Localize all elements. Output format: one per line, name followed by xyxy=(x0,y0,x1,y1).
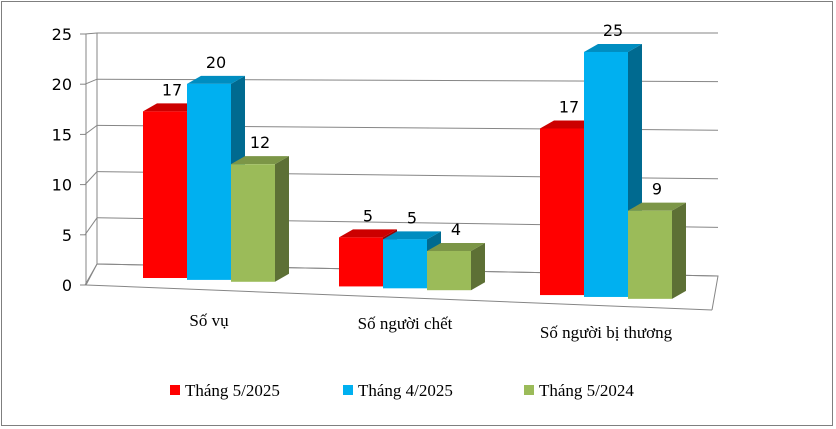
legend-swatch xyxy=(170,385,180,395)
bar-front xyxy=(231,164,275,282)
bar-front xyxy=(339,237,383,287)
data-label: 5 xyxy=(363,206,373,225)
data-label: 4 xyxy=(451,220,461,239)
gridline-side xyxy=(84,32,98,35)
bar-top xyxy=(231,156,289,165)
legend-item: Tháng 4/2025 xyxy=(343,381,453,400)
legend-swatch xyxy=(524,385,534,395)
bar-top xyxy=(339,229,397,238)
legend-label: Tháng 5/2025 xyxy=(185,381,280,400)
gridline-side xyxy=(84,78,98,85)
bars xyxy=(143,43,686,299)
bar-top xyxy=(143,103,201,112)
bar-front xyxy=(628,210,672,299)
data-labels: 17 20 12 5 5 4 17 25 9 xyxy=(162,21,662,239)
category-label: Số người bị thương xyxy=(540,323,673,342)
data-label: 25 xyxy=(603,21,623,40)
data-label: 17 xyxy=(559,97,579,116)
data-label: 17 xyxy=(162,80,182,99)
bar-top xyxy=(383,231,441,240)
legend-item: Tháng 5/2025 xyxy=(170,381,280,400)
bar-side xyxy=(275,156,289,282)
bar-front xyxy=(540,128,584,296)
bar-front xyxy=(187,83,231,280)
category-label: Số vụ xyxy=(189,311,229,330)
data-label: 20 xyxy=(206,53,226,72)
bar xyxy=(628,202,686,299)
data-label: 9 xyxy=(652,180,662,199)
gridline-side xyxy=(84,125,98,135)
bar-front xyxy=(584,51,628,297)
data-label: 5 xyxy=(407,208,417,227)
gridline-side xyxy=(84,217,98,236)
category-label: Số người chết xyxy=(358,314,453,333)
category-labels: Số vụ Số người chết Số người bị thương xyxy=(189,311,672,342)
legend-label: Tháng 5/2024 xyxy=(539,381,634,400)
data-label: 12 xyxy=(250,133,270,152)
bar-top xyxy=(584,43,642,52)
y-tick-label: 0 xyxy=(62,276,72,295)
y-tick-label: 10 xyxy=(52,176,72,195)
gridline-side xyxy=(84,171,98,185)
bar-front xyxy=(427,251,471,291)
y-tick-label: 15 xyxy=(52,125,72,144)
bar-top xyxy=(628,202,686,211)
bar xyxy=(231,156,289,282)
bar-top xyxy=(187,75,245,84)
legend-item: Tháng 5/2024 xyxy=(524,381,634,400)
bar-side xyxy=(672,202,686,299)
x-axis xyxy=(85,284,713,311)
bar-side xyxy=(471,243,485,291)
legend-swatch xyxy=(343,385,353,395)
bar-top xyxy=(427,243,485,252)
bar-top xyxy=(540,120,598,129)
bar-front xyxy=(383,239,427,289)
y-tick-label: 20 xyxy=(52,75,72,94)
y-tick-label: 5 xyxy=(62,226,72,245)
y-tick-label: 25 xyxy=(52,25,72,44)
legend: Tháng 5/2025 Tháng 4/2025 Tháng 5/2024 xyxy=(170,381,634,400)
bar xyxy=(427,243,485,291)
legend-label: Tháng 4/2025 xyxy=(358,381,453,400)
bar-front xyxy=(143,111,187,279)
